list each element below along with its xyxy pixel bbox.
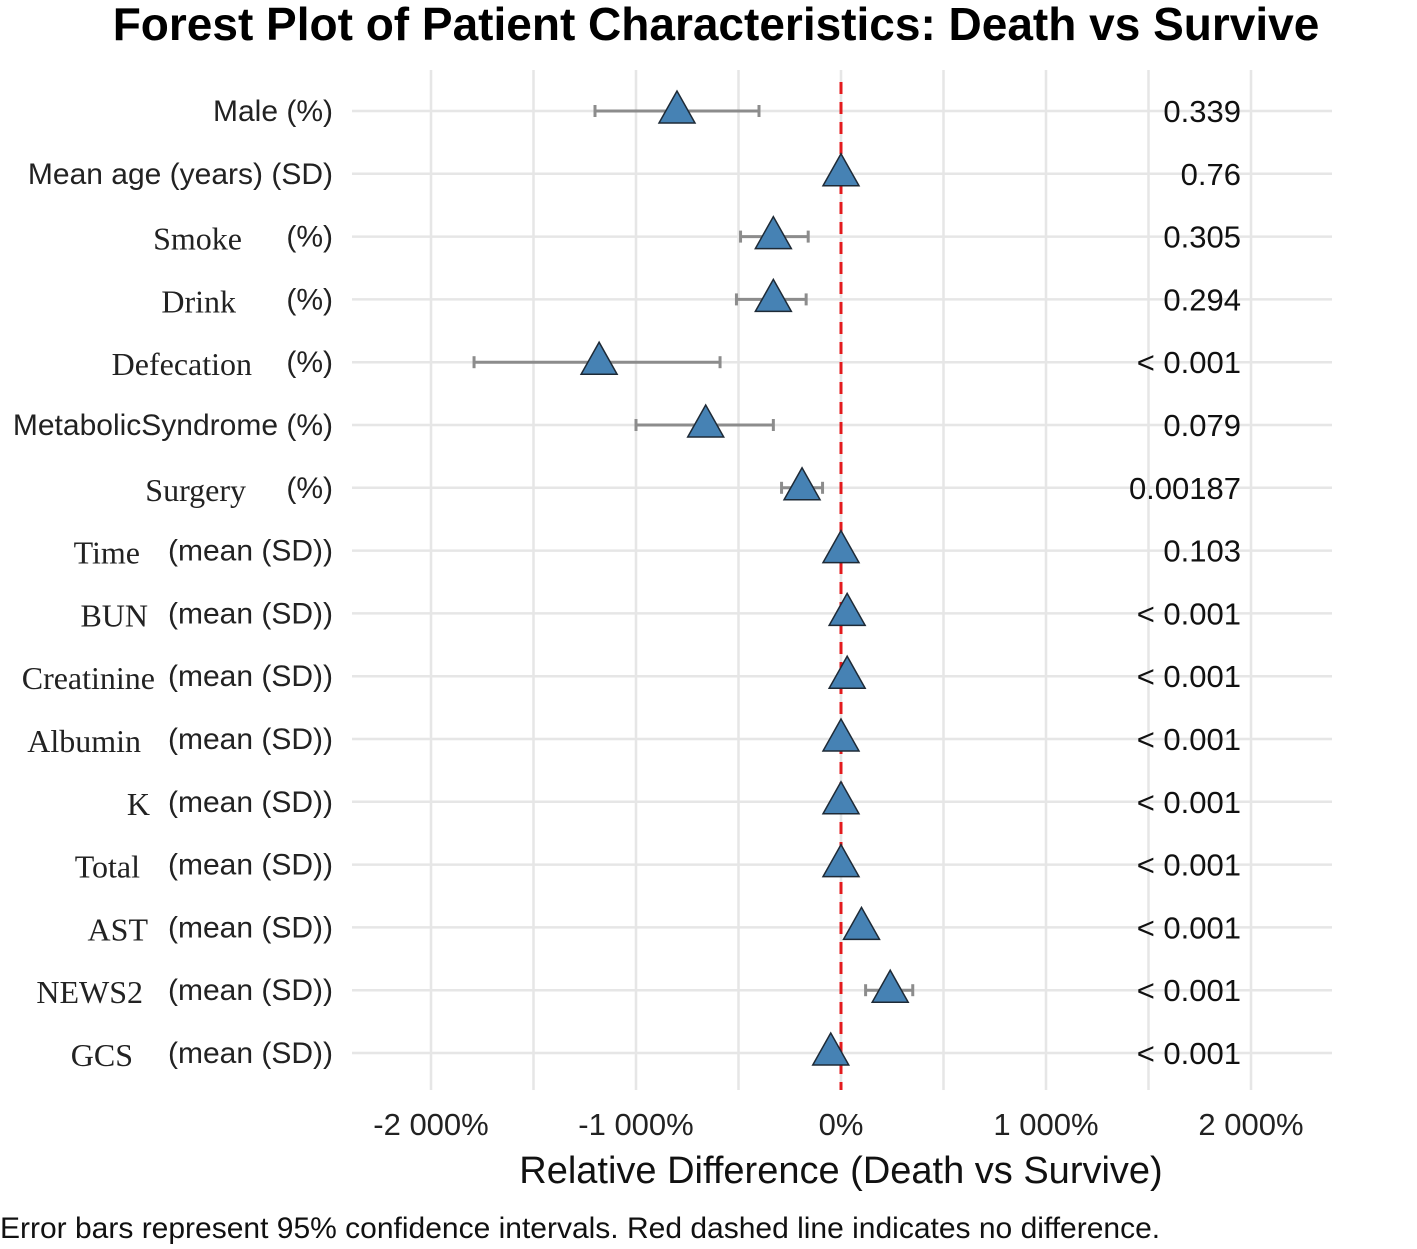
caption: Error bars represent 95% confidence inte… bbox=[0, 1212, 1160, 1245]
row-label-name: NEWS2 bbox=[36, 974, 143, 1010]
x-tick-label: 0% bbox=[819, 1107, 864, 1142]
row-label-suffix: (mean (SD)) bbox=[168, 911, 333, 944]
row-label-name: Albumin bbox=[27, 723, 141, 759]
estimate-marker bbox=[827, 591, 867, 627]
estimate-marker bbox=[821, 843, 861, 878]
p-value: 0.305 bbox=[1163, 220, 1241, 255]
p-value: < 0.001 bbox=[1137, 596, 1241, 631]
p-value: 0.339 bbox=[1163, 94, 1241, 129]
row-label: Male (%) bbox=[213, 95, 333, 128]
x-axis-label: Relative Difference (Death vs Survive) bbox=[519, 1150, 1162, 1192]
row-label-suffix: (mean (SD)) bbox=[168, 1037, 333, 1070]
row-label-suffix: (%) bbox=[286, 346, 333, 379]
p-value: 0.76 bbox=[1181, 157, 1241, 192]
row-label-suffix: (%) bbox=[286, 283, 333, 316]
row-label-suffix: (mean (SD)) bbox=[168, 849, 333, 882]
row-label-name: Drink bbox=[161, 283, 236, 319]
row-label-name: BUN bbox=[80, 597, 148, 633]
x-tick-label: 1 000% bbox=[993, 1107, 1098, 1142]
x-tick-label: -2 000% bbox=[373, 1107, 488, 1142]
p-value: 0.00187 bbox=[1129, 471, 1241, 506]
p-value: < 0.001 bbox=[1137, 973, 1241, 1008]
p-value: < 0.001 bbox=[1137, 659, 1241, 694]
estimate-marker bbox=[821, 152, 861, 187]
row-label-suffix: (mean (SD)) bbox=[168, 723, 333, 756]
row-label-suffix: (mean (SD)) bbox=[168, 786, 333, 819]
row-label-name: AST bbox=[88, 911, 149, 947]
estimate-marker bbox=[811, 1031, 851, 1066]
row-label-suffix: (mean (SD)) bbox=[168, 535, 333, 568]
row-label-name: Creatinine bbox=[22, 660, 155, 696]
row-label-suffix: (mean (SD)) bbox=[168, 597, 333, 630]
estimate-markers bbox=[579, 89, 910, 1066]
estimate-marker bbox=[657, 89, 697, 124]
row-label-name: Total bbox=[75, 849, 140, 885]
estimate-marker bbox=[821, 529, 861, 564]
x-tick-label: 2 000% bbox=[1198, 1107, 1303, 1142]
estimate-marker bbox=[754, 277, 793, 313]
estimate-marker bbox=[870, 968, 910, 1003]
p-value: < 0.001 bbox=[1137, 1036, 1241, 1071]
estimate-marker bbox=[579, 340, 619, 375]
estimate-marker bbox=[782, 466, 822, 501]
p-value: 0.103 bbox=[1163, 534, 1241, 569]
estimate-marker bbox=[842, 905, 881, 941]
x-tick-label: -1 000% bbox=[578, 1107, 693, 1142]
estimate-marker bbox=[821, 717, 861, 752]
p-value: < 0.001 bbox=[1137, 345, 1241, 380]
p-value: 0.079 bbox=[1163, 408, 1241, 443]
row-label-name: K bbox=[127, 786, 150, 822]
row-label-name: Smoke bbox=[153, 221, 242, 257]
p-values: 0.339 0.76 0.305 0.294 < 0.001 0.079 0.00187 0.… bbox=[1129, 94, 1241, 1071]
x-axis-ticks: -2 000% -1 000% 0% 1 000% 2 000% bbox=[373, 1107, 1303, 1142]
chart-title: Forest Plot of Patient Characteristics: … bbox=[113, 0, 1320, 50]
row-label-suffix: (%) bbox=[286, 221, 333, 254]
row-label-suffix: (mean (SD)) bbox=[168, 660, 333, 693]
p-value: < 0.001 bbox=[1137, 785, 1241, 820]
row-label-suffix: (mean (SD)) bbox=[168, 974, 333, 1007]
row-label-name: Surgery bbox=[145, 472, 246, 508]
row-label-name: Defecation bbox=[112, 346, 252, 382]
row-label: Mean age (years) (SD) bbox=[28, 158, 333, 191]
estimate-marker bbox=[827, 654, 867, 689]
p-value: < 0.001 bbox=[1137, 848, 1241, 883]
p-value: 0.294 bbox=[1163, 282, 1241, 317]
estimate-marker bbox=[686, 403, 725, 438]
row-labels: Male (%) Mean age (years) (SD) Smoke (%) Dri… bbox=[13, 95, 333, 1073]
p-value: < 0.001 bbox=[1137, 722, 1241, 757]
estimate-marker bbox=[754, 215, 793, 250]
row-label: MetabolicSyndrome (%) bbox=[13, 409, 333, 442]
row-label-name: Time bbox=[74, 535, 140, 571]
row-label-name: GCS bbox=[71, 1037, 133, 1073]
p-value: < 0.001 bbox=[1137, 910, 1241, 945]
estimate-marker bbox=[821, 780, 861, 815]
row-label-suffix: (%) bbox=[286, 472, 333, 505]
